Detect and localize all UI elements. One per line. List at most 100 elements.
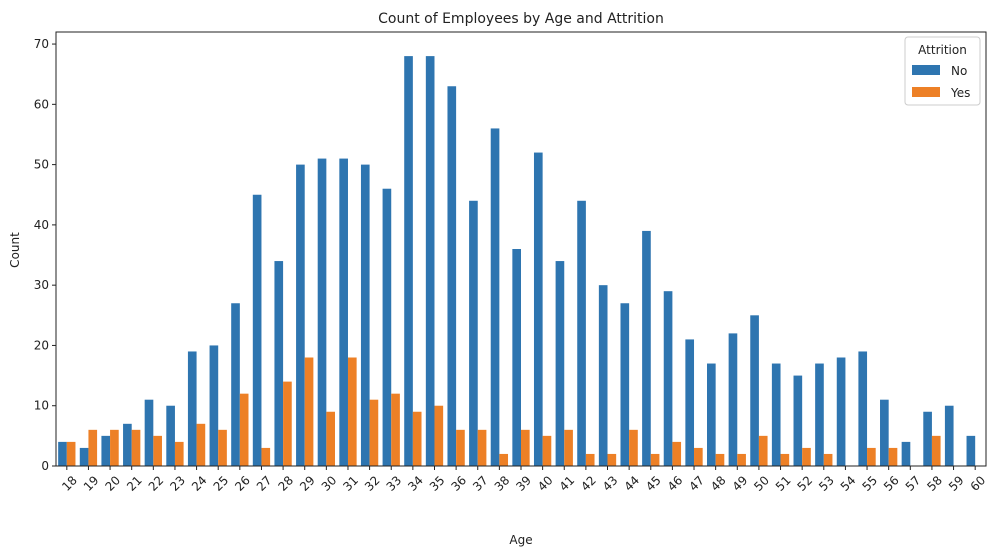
- bar-yes-40: [542, 435, 552, 466]
- bar-no-18: [58, 441, 67, 466]
- y-axis-label: Count: [8, 232, 22, 268]
- x-tick-label: 44: [621, 473, 642, 494]
- x-tick-label: 42: [578, 473, 599, 494]
- bar-yes-23: [174, 441, 184, 466]
- bar-no-52: [793, 375, 803, 466]
- bar-no-36: [447, 86, 457, 466]
- bar-yes-43: [607, 453, 617, 466]
- bar-no-37: [469, 200, 478, 466]
- bar-no-56: [880, 399, 889, 466]
- bar-no-29: [296, 164, 305, 467]
- bar-no-21: [123, 423, 132, 466]
- y-tick-label: 20: [34, 338, 49, 352]
- bar-yes-29: [304, 357, 314, 466]
- bar-no-26: [231, 303, 240, 466]
- x-tick-label: 38: [492, 473, 513, 494]
- bar-yes-51: [780, 453, 790, 466]
- bar-no-53: [815, 363, 824, 466]
- bar-yes-52: [802, 447, 811, 466]
- x-tick-label: 60: [968, 473, 989, 494]
- x-tick-label: 32: [362, 473, 383, 494]
- bar-no-43: [598, 285, 608, 466]
- bar-yes-35: [434, 405, 444, 466]
- bar-yes-37: [477, 429, 487, 466]
- bar-no-28: [274, 261, 284, 466]
- bar-no-22: [144, 399, 154, 466]
- legend-entry-no: No: [951, 64, 967, 78]
- bar-no-55: [858, 351, 868, 466]
- x-tick-label: 36: [448, 473, 469, 494]
- bar-yes-26: [239, 393, 249, 466]
- x-tick-label: 45: [643, 473, 664, 494]
- x-tick-label: 40: [535, 473, 556, 494]
- bar-yes-31: [347, 357, 357, 466]
- x-tick-label: 57: [903, 473, 924, 494]
- x-tick-label: 35: [427, 473, 448, 494]
- x-tick-label: 52: [795, 473, 816, 494]
- bar-yes-24: [196, 423, 206, 466]
- legend-entry-yes: Yes: [950, 86, 970, 100]
- bar-no-35: [425, 56, 435, 467]
- bar-yes-53: [823, 453, 833, 466]
- bar-yes-50: [758, 435, 768, 466]
- bar-no-42: [577, 200, 586, 466]
- x-tick-label: 34: [405, 473, 426, 494]
- x-tick-label: 54: [838, 473, 859, 494]
- bar-yes-49: [737, 453, 746, 466]
- bar-yes-22: [153, 435, 162, 466]
- bar-yes-44: [629, 429, 638, 466]
- bar-yes-30: [326, 411, 335, 466]
- x-tick-label: 33: [384, 473, 405, 494]
- bar-yes-45: [650, 453, 660, 466]
- bar-no-30: [317, 158, 327, 466]
- bar-yes-39: [521, 429, 530, 466]
- x-tick-label: 59: [946, 473, 967, 494]
- bar-yes-55: [867, 447, 876, 466]
- x-tick-label: 27: [254, 473, 275, 494]
- bar-no-45: [642, 230, 651, 466]
- bar-no-49: [728, 333, 738, 466]
- bar-yes-21: [131, 429, 141, 466]
- x-tick-label: 24: [189, 473, 210, 494]
- bar-no-58: [923, 411, 932, 466]
- bar-no-27: [252, 194, 262, 466]
- bar-no-38: [490, 128, 500, 466]
- bar-no-33: [382, 188, 392, 466]
- bar-no-34: [404, 56, 413, 467]
- bar-no-24: [187, 351, 197, 466]
- x-tick-label: 49: [730, 473, 751, 494]
- bar-no-46: [663, 291, 673, 466]
- bar-yes-34: [412, 411, 422, 466]
- x-tick-label: 47: [686, 473, 707, 494]
- legend-swatch-no: [912, 65, 940, 75]
- bar-yes-41: [564, 429, 573, 466]
- bar-no-31: [339, 158, 348, 466]
- y-tick-label: 10: [34, 399, 49, 413]
- x-tick-label: 18: [59, 473, 80, 494]
- bar-yes-46: [672, 441, 682, 466]
- x-tick-label: 56: [881, 473, 902, 494]
- bar-yes-38: [499, 453, 509, 466]
- x-tick-label: 21: [124, 473, 145, 494]
- y-tick-label: 50: [34, 158, 49, 172]
- x-tick-label: 28: [275, 473, 296, 494]
- bar-yes-25: [218, 429, 227, 466]
- bar-yes-47: [694, 447, 703, 466]
- bar-yes-28: [283, 381, 292, 466]
- bar-no-40: [533, 152, 543, 466]
- bar-yes-18: [66, 441, 76, 466]
- legend-swatch-yes: [912, 87, 940, 97]
- y-tick-label: 70: [34, 37, 49, 51]
- x-tick-label: 23: [167, 473, 188, 494]
- x-tick-label: 25: [211, 473, 232, 494]
- bar-no-54: [836, 357, 846, 466]
- bar-yes-33: [391, 393, 400, 466]
- bar-yes-48: [715, 453, 725, 466]
- y-tick-label: 30: [34, 278, 49, 292]
- legend-title: Attrition: [918, 43, 967, 57]
- bar-yes-56: [888, 447, 898, 466]
- x-tick-label: 46: [665, 473, 686, 494]
- x-tick-label: 37: [470, 473, 491, 494]
